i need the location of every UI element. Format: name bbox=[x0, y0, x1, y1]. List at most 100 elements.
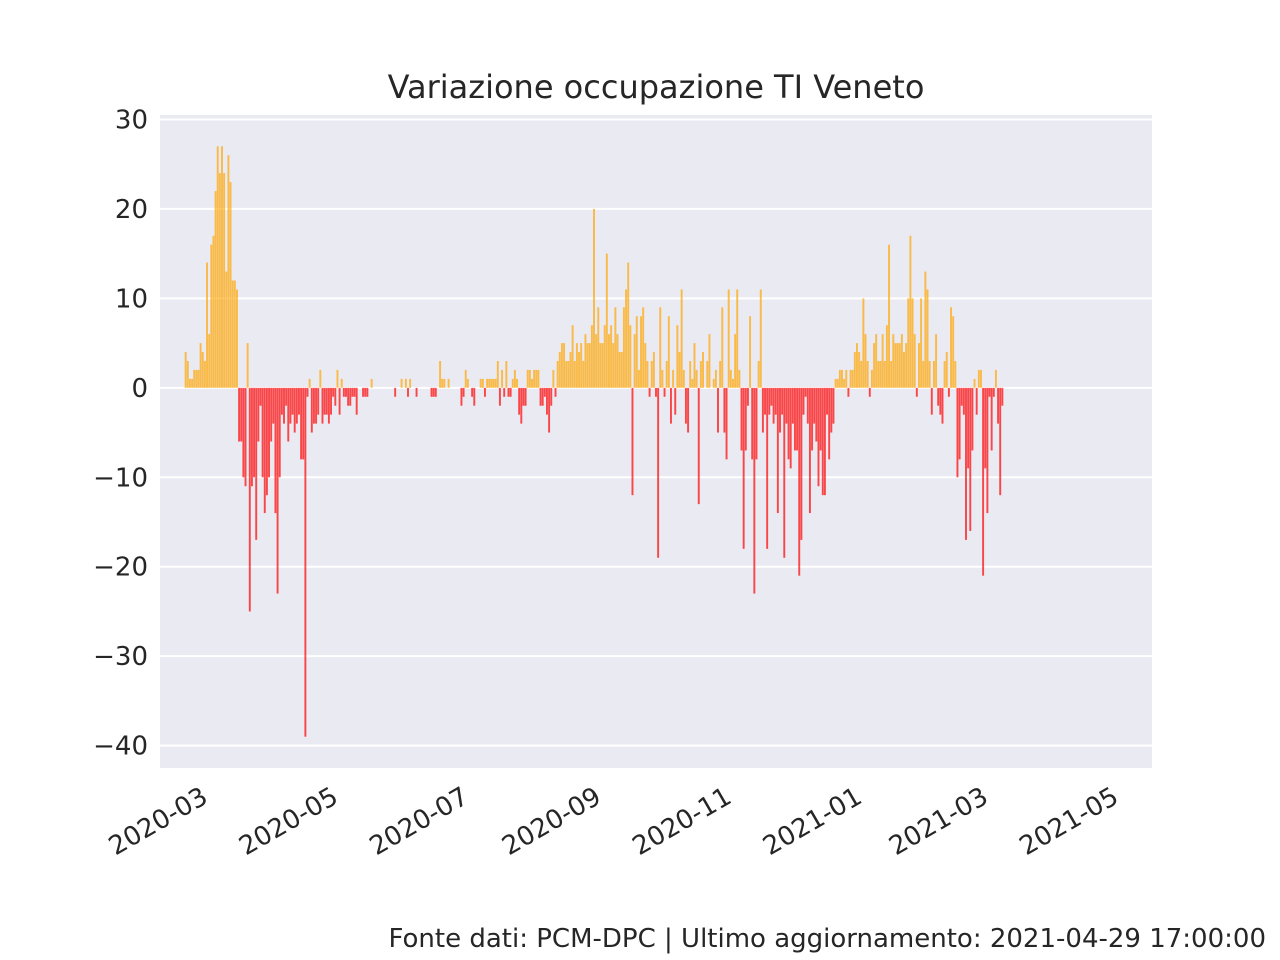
chart-title: Variazione occupazione TI Veneto bbox=[387, 68, 925, 106]
bar bbox=[522, 387, 525, 406]
bar bbox=[935, 334, 938, 388]
bar bbox=[573, 360, 576, 388]
bar bbox=[982, 387, 985, 576]
bar bbox=[847, 387, 850, 397]
bar bbox=[513, 369, 516, 388]
bar bbox=[601, 343, 604, 388]
y-tick-label: −10 bbox=[93, 463, 148, 493]
bar bbox=[984, 387, 987, 469]
bar bbox=[443, 378, 446, 388]
bar bbox=[836, 378, 839, 388]
bar bbox=[184, 352, 187, 388]
bar bbox=[714, 369, 717, 388]
bar bbox=[501, 369, 504, 388]
bar bbox=[464, 369, 467, 388]
bar bbox=[507, 387, 510, 397]
bar bbox=[253, 387, 256, 478]
bar bbox=[319, 369, 322, 388]
bar bbox=[738, 369, 741, 388]
bar bbox=[236, 289, 238, 388]
bar bbox=[586, 343, 589, 388]
bar bbox=[877, 360, 880, 388]
x-tick-label: 2021-01 bbox=[758, 782, 867, 862]
bar bbox=[695, 369, 698, 388]
bar bbox=[481, 378, 484, 388]
bar bbox=[980, 369, 982, 388]
bar bbox=[864, 334, 867, 388]
bar bbox=[667, 316, 670, 388]
bar bbox=[892, 334, 895, 388]
bar bbox=[1001, 387, 1004, 406]
bar bbox=[208, 334, 211, 388]
bar bbox=[206, 262, 208, 388]
bar bbox=[327, 387, 330, 424]
bar bbox=[858, 352, 861, 388]
bar bbox=[516, 378, 518, 388]
bar bbox=[973, 378, 976, 388]
x-tick-label: 2020-05 bbox=[234, 782, 343, 862]
bar bbox=[345, 387, 347, 397]
bar bbox=[225, 271, 228, 388]
bar bbox=[612, 343, 615, 388]
bar bbox=[272, 387, 275, 424]
bar bbox=[197, 369, 200, 388]
bar bbox=[757, 360, 760, 388]
bar bbox=[796, 387, 799, 451]
bar bbox=[676, 325, 679, 388]
bar bbox=[712, 378, 715, 388]
bar bbox=[599, 343, 602, 388]
bar bbox=[988, 387, 991, 397]
bar bbox=[541, 387, 544, 406]
bar bbox=[960, 387, 963, 406]
bar bbox=[342, 387, 345, 397]
bar bbox=[580, 343, 583, 388]
y-tick-label: −30 bbox=[93, 642, 148, 672]
bar bbox=[336, 369, 339, 388]
bar bbox=[646, 360, 649, 388]
bar bbox=[404, 378, 407, 388]
bar bbox=[637, 369, 640, 388]
bar bbox=[548, 387, 551, 433]
bar bbox=[605, 253, 608, 388]
bar bbox=[569, 352, 572, 388]
bar bbox=[366, 387, 369, 397]
bar bbox=[928, 360, 931, 388]
bar bbox=[622, 307, 625, 388]
bar bbox=[992, 387, 995, 397]
bar bbox=[430, 387, 433, 397]
x-tick-label: 2020-09 bbox=[497, 782, 606, 862]
bar bbox=[216, 146, 219, 388]
bar bbox=[661, 369, 664, 388]
bar bbox=[856, 343, 858, 388]
data-source-footer: Fonte dati: PCM-DPC | Ultimo aggiornamen… bbox=[388, 924, 1267, 954]
bar bbox=[325, 387, 328, 415]
bar bbox=[947, 387, 950, 397]
bar bbox=[999, 387, 1002, 496]
bar bbox=[826, 387, 828, 415]
bar bbox=[866, 360, 869, 388]
bar bbox=[853, 352, 856, 388]
bar bbox=[285, 387, 288, 406]
bar bbox=[434, 387, 437, 397]
bar bbox=[843, 378, 846, 388]
bar bbox=[588, 343, 591, 388]
bar bbox=[539, 387, 542, 406]
bar bbox=[488, 378, 491, 388]
bar bbox=[894, 343, 897, 388]
x-tick-labels: 2020-03 2020-05 2020-07 2020-09 2020-11 2021-… bbox=[104, 782, 1124, 862]
bar bbox=[496, 360, 499, 388]
bar bbox=[631, 387, 634, 496]
bar bbox=[616, 334, 619, 388]
bar bbox=[969, 387, 972, 531]
bar bbox=[441, 378, 444, 388]
bar bbox=[742, 387, 745, 549]
bar bbox=[473, 387, 476, 406]
bar bbox=[794, 387, 796, 451]
bar bbox=[962, 387, 965, 415]
bar bbox=[911, 298, 914, 388]
bar bbox=[524, 387, 527, 406]
bar bbox=[439, 360, 442, 388]
bar bbox=[845, 369, 848, 388]
bar bbox=[659, 307, 662, 388]
bar bbox=[781, 387, 784, 415]
